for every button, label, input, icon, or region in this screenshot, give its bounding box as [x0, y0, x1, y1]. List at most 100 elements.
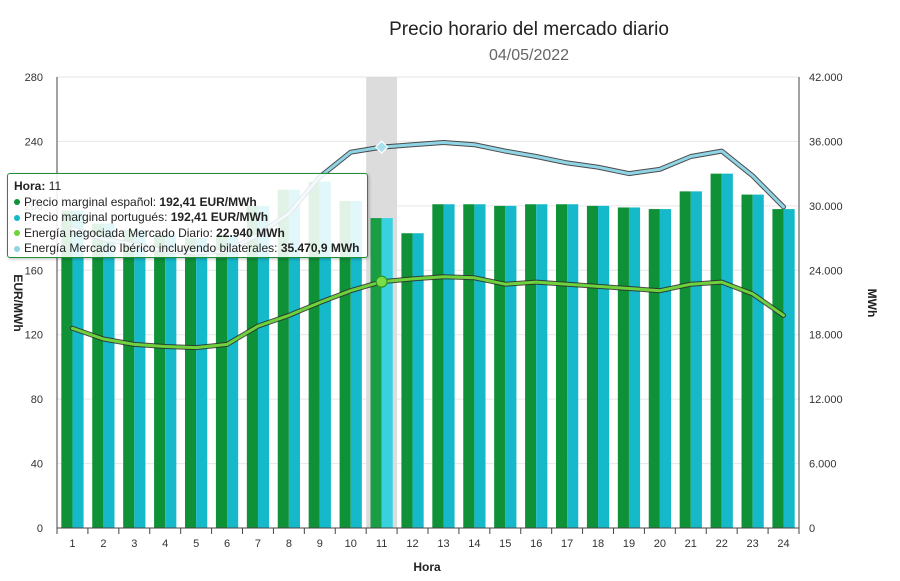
x-tick-label: 23: [747, 538, 759, 550]
x-tick-label: 15: [499, 538, 511, 550]
bar-portugal: [350, 201, 362, 528]
bar-portugal: [536, 204, 548, 528]
y-tick-label-left: 40: [31, 459, 43, 471]
tooltip-hour: 11: [48, 179, 62, 193]
bar-portugal: [659, 209, 672, 529]
tooltip-row-text: Precio marginal español:: [24, 194, 160, 209]
tooltip-header: Hora: 11: [14, 179, 361, 195]
x-tick-label: 18: [592, 538, 604, 550]
bar-portugal: [72, 210, 84, 529]
bar-portugal: [443, 204, 455, 528]
x-tick-label: 11: [376, 538, 387, 550]
bar-spain: [741, 194, 753, 528]
bar-portugal: [412, 233, 424, 528]
bar-portugal: [319, 181, 331, 529]
tooltip-row-text: Energía negociada Mercado Diario:: [24, 225, 217, 240]
x-tick-label: 3: [131, 538, 137, 550]
y-tick-label-left: 80: [31, 394, 43, 406]
bar-spain: [586, 205, 599, 528]
bar-spain: [154, 234, 166, 528]
x-tick-label: 10: [345, 538, 357, 550]
bar-spain: [772, 209, 784, 529]
y-tick-label-left: 280: [25, 72, 43, 84]
x-tick-label: 6: [224, 538, 230, 550]
tooltip: Hora: 11 Precio marginal español: 192,41…: [7, 173, 368, 258]
x-tick-label: 4: [162, 538, 168, 550]
y-tick-label-right: 36.000: [809, 136, 843, 148]
x-tick-label: 8: [286, 538, 292, 550]
legend-dot-icon: [14, 245, 20, 252]
x-tick-label: 12: [406, 538, 418, 550]
bar-spain: [123, 230, 135, 528]
y-tick-label-right: 6.000: [809, 459, 837, 471]
bar-spain: [215, 234, 228, 528]
bar-portugal: [505, 205, 517, 528]
tooltip-row-value: 192,41 EUR/MWh: [170, 210, 269, 224]
bar-spain: [277, 189, 289, 528]
y-tick-label-right: 30.000: [809, 201, 843, 213]
x-axis-title: Hora: [413, 560, 441, 574]
y-tick-label-right: 42.000: [809, 72, 843, 84]
x-tick-label: 22: [716, 538, 728, 550]
bar-portugal: [257, 205, 270, 528]
x-tick-label: 17: [561, 538, 573, 550]
y-axis-left-title: EUR/MWh: [11, 274, 25, 331]
x-tick-label: 16: [530, 538, 542, 550]
bar-portugal: [690, 191, 702, 528]
tooltip-row-value: 35.470,9 MWh: [280, 241, 360, 255]
y-tick-label-right: 0: [809, 523, 815, 535]
x-tick-label: 9: [317, 538, 323, 550]
bar-portugal: [721, 173, 733, 528]
bar-spain: [339, 201, 351, 528]
tooltip-row: Precio marginal portugués: 192,41 EUR/MW…: [14, 210, 361, 226]
bar-portugal: [288, 189, 301, 528]
bar-spain: [246, 205, 258, 528]
tooltip-row-text: Energía Mercado Ibérico incluyendo bilat…: [24, 241, 281, 255]
marker-energia: [375, 275, 388, 288]
chart-title: Precio horario del mercado diario: [389, 19, 669, 40]
bar-spain: [61, 210, 73, 529]
bar-portugal: [598, 205, 610, 528]
bar-spain: [555, 204, 568, 528]
bar-portugal: [134, 230, 146, 528]
bar-portugal: [752, 194, 764, 528]
bar-spain: [401, 233, 413, 528]
y-tick-label-right: 24.000: [809, 265, 843, 277]
legend-dot-icon: [14, 230, 20, 237]
y-tick-label-right: 18.000: [809, 330, 843, 342]
legend-dot-icon: [14, 214, 20, 221]
bar-spain: [184, 238, 197, 529]
x-tick-label: 2: [100, 538, 106, 550]
x-tick-label: 24: [777, 538, 789, 550]
line-energia: [71, 275, 785, 350]
y-tick-label-left: 240: [25, 136, 43, 148]
bar-spain: [463, 204, 475, 528]
x-tick-label: 20: [654, 538, 666, 550]
y-axis-right-title: MWh: [865, 289, 879, 318]
bar-spain: [648, 209, 660, 529]
marker-iberico: [374, 140, 389, 154]
bar-portugal: [783, 209, 795, 529]
bar-portugal: [103, 223, 115, 528]
y-tick-label-left: 160: [25, 265, 43, 277]
tooltip-row-text: Precio marginal portugués:: [24, 210, 171, 224]
bar-spain: [432, 204, 444, 528]
x-tick-label: 19: [623, 538, 635, 550]
bars-group: [61, 173, 795, 529]
bar-spain: [92, 223, 104, 528]
bar-spain: [617, 207, 629, 529]
bar-portugal: [165, 234, 177, 528]
tooltip-row: Energía Mercado Ibérico incluyendo bilat…: [14, 241, 361, 257]
bar-portugal: [474, 204, 486, 528]
legend-dot-icon: [14, 199, 20, 206]
tooltip-row: Precio marginal español: 192,41 EUR/MWh: [14, 195, 361, 211]
bar-portugal: [567, 204, 579, 528]
bar-spain: [308, 181, 320, 529]
y-tick-label-left: 0: [37, 523, 43, 535]
y-tick-label-right: 12.000: [809, 394, 843, 406]
bar-portugal: [196, 238, 208, 529]
x-tick-label: 14: [468, 538, 480, 550]
bar-spain: [494, 205, 506, 528]
